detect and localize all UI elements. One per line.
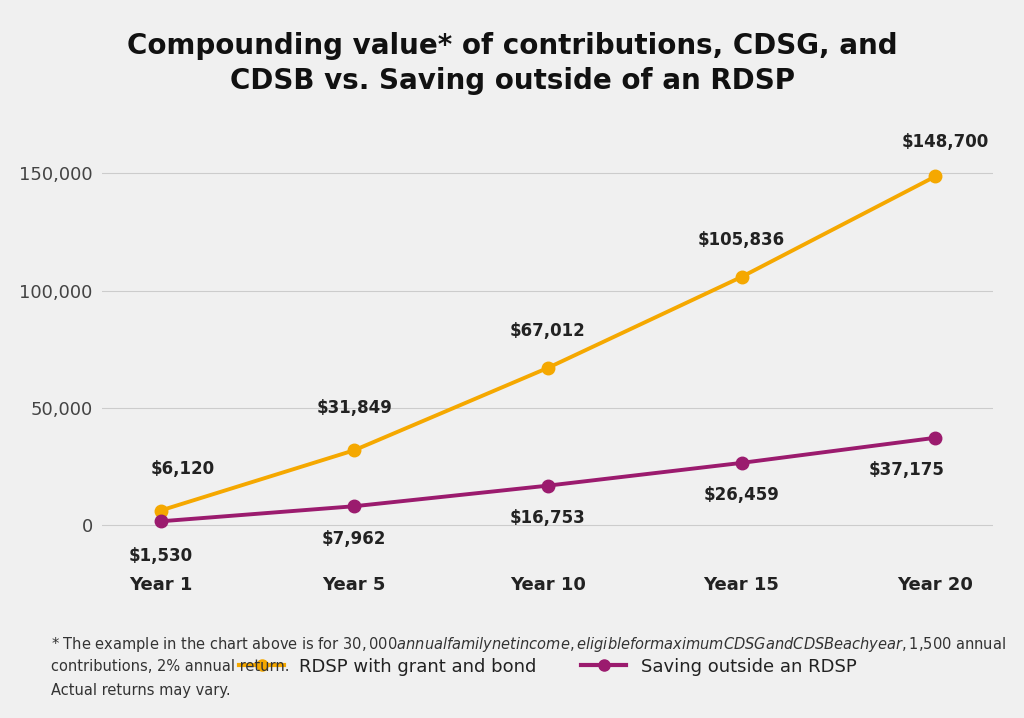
Text: $16,753: $16,753 bbox=[510, 509, 586, 527]
Text: contributions, 2% annual return.: contributions, 2% annual return. bbox=[51, 659, 290, 674]
Text: $6,120: $6,120 bbox=[151, 460, 215, 477]
Text: $7,962: $7,962 bbox=[322, 530, 386, 548]
Text: $26,459: $26,459 bbox=[703, 486, 779, 504]
Text: $37,175: $37,175 bbox=[869, 461, 945, 479]
Text: $1,530: $1,530 bbox=[128, 547, 193, 565]
Text: $148,700: $148,700 bbox=[901, 133, 988, 151]
Text: $67,012: $67,012 bbox=[510, 322, 586, 340]
Text: Actual returns may vary.: Actual returns may vary. bbox=[51, 683, 230, 698]
Legend: RDSP with grant and bond, Saving outside an RDSP: RDSP with grant and bond, Saving outside… bbox=[240, 658, 856, 676]
Text: * The example in the chart above is for $30,000 annual family net income, eligib: * The example in the chart above is for … bbox=[51, 635, 1007, 654]
Text: $31,849: $31,849 bbox=[316, 399, 392, 417]
Text: Compounding value* of contributions, CDSG, and
CDSB vs. Saving outside of an RDS: Compounding value* of contributions, CDS… bbox=[127, 32, 897, 95]
Text: $105,836: $105,836 bbox=[698, 230, 785, 249]
